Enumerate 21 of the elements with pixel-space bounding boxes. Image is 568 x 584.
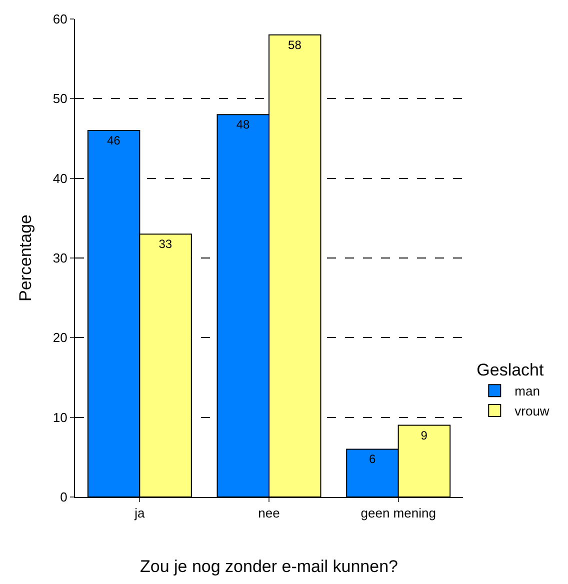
x-axis-title: Zou je nog zonder e-mail kunnen? <box>140 557 398 576</box>
legend-title: Geslacht <box>476 360 544 380</box>
data-label: 33 <box>158 237 172 252</box>
legend-label: man <box>514 384 540 399</box>
data-label: 9 <box>420 428 428 442</box>
y-tick-label: 50 <box>52 91 68 106</box>
x-tick-label: nee <box>258 506 280 521</box>
data-label: 48 <box>236 118 250 132</box>
data-label: 58 <box>288 38 302 52</box>
data-label: 46 <box>106 134 121 148</box>
x-tick-label: ja <box>134 506 146 521</box>
y-tick-label: 30 <box>52 250 68 266</box>
y-tick-label: 20 <box>52 330 68 346</box>
y-tick-label: 0 <box>60 490 68 505</box>
x-tick-label: geen mening <box>360 506 436 521</box>
y-tick-label: 40 <box>52 170 68 186</box>
y-tick-label: 10 <box>52 410 68 425</box>
data-label: 6 <box>368 452 376 466</box>
y-axis-title: Percentage <box>16 214 35 302</box>
y-tick-label: 60 <box>52 12 68 27</box>
legend-label: vrouw <box>514 404 550 419</box>
